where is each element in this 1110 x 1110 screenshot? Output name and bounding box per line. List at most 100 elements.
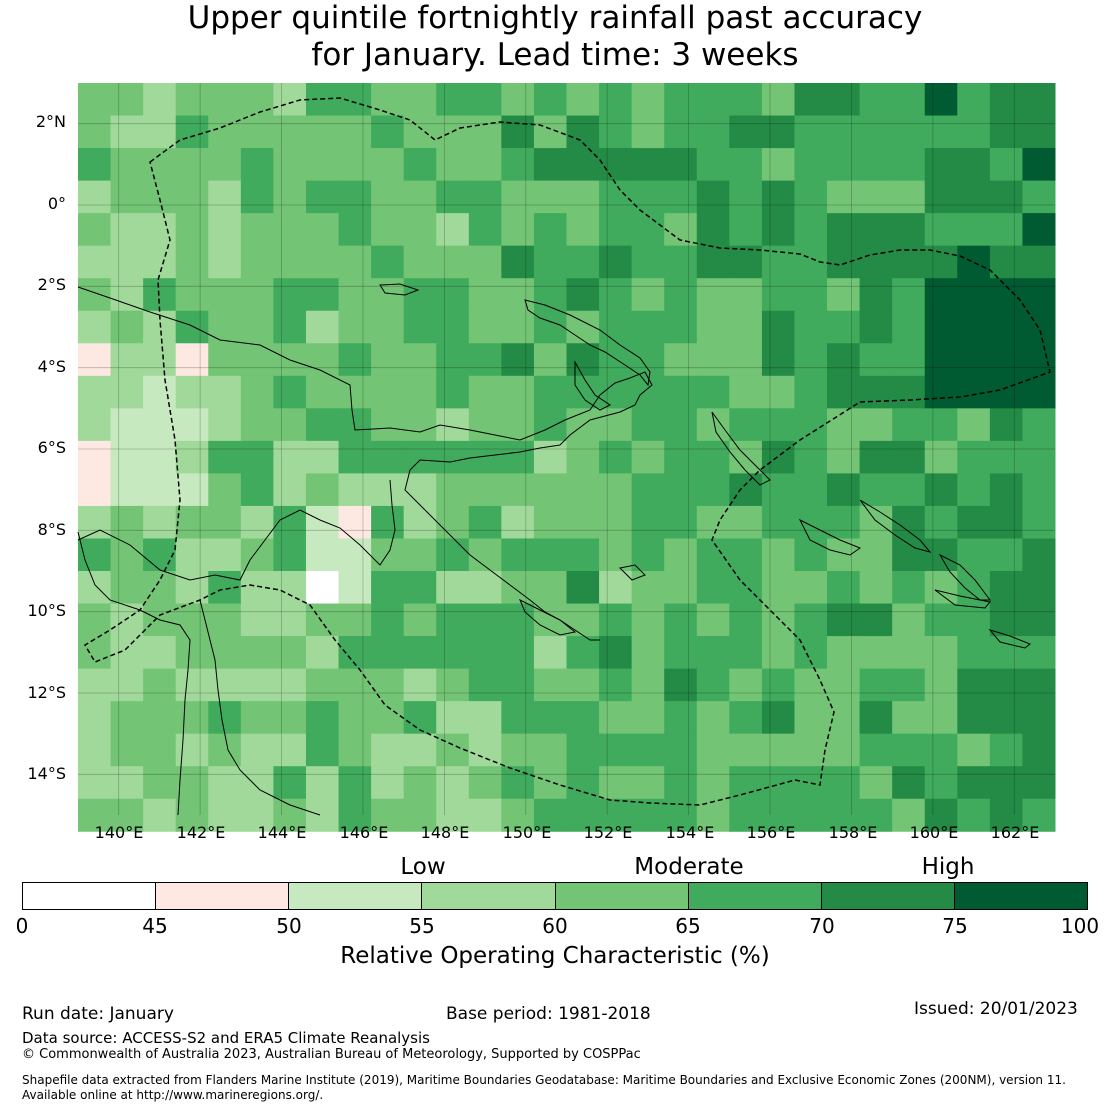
grid-cell — [827, 408, 861, 442]
grid-cell — [892, 148, 926, 182]
grid-cell — [729, 213, 763, 247]
grid-cell — [892, 701, 926, 735]
grid-cell — [78, 343, 112, 377]
grid-cell — [240, 115, 274, 149]
grid-cell — [273, 701, 307, 735]
grid-cell — [273, 375, 307, 409]
grid-cell — [403, 733, 437, 767]
grid-cell — [696, 148, 730, 182]
grid-cell — [208, 473, 242, 507]
colorbar-segment — [289, 883, 423, 909]
grid-cell — [761, 766, 795, 800]
grid-cell — [924, 505, 958, 539]
lon-label: 152°E — [583, 823, 633, 842]
grid-cell — [305, 375, 340, 409]
grid-cell — [208, 701, 242, 735]
grid-cell — [338, 278, 372, 312]
grid-cell — [729, 148, 763, 182]
grid-cell — [957, 278, 991, 312]
grid-cell — [78, 278, 112, 312]
colorbar-tick: 60 — [542, 914, 568, 938]
grid-cell — [989, 343, 1023, 377]
grid-cell — [533, 733, 567, 767]
grid-cell — [436, 245, 470, 279]
grid-cell — [240, 603, 274, 637]
grid-cell — [501, 668, 535, 702]
grid-cell — [338, 571, 372, 605]
colorbar-segment — [555, 883, 689, 909]
grid-cell — [371, 733, 405, 767]
grid-cell — [501, 83, 535, 117]
grid-cell — [240, 473, 274, 507]
grid-cell — [338, 83, 372, 117]
grid-cell — [110, 115, 144, 149]
grid-cell — [599, 505, 633, 539]
grid-cell — [110, 636, 144, 670]
grid-cell — [436, 603, 470, 637]
grid-cell — [110, 278, 144, 312]
lat-label: 12°S — [27, 683, 66, 702]
grid-cell — [566, 505, 600, 539]
grid-cell — [273, 473, 307, 507]
grid-cell — [533, 603, 567, 637]
grid-cell — [338, 408, 372, 442]
grid-cell — [501, 375, 535, 409]
grid-cell — [1022, 180, 1056, 214]
grid-cell — [729, 245, 763, 279]
grid-cell — [924, 571, 958, 605]
grid-cell — [175, 505, 209, 539]
grid-cell — [208, 538, 242, 572]
grid-cell — [827, 310, 861, 344]
grid-cell — [892, 440, 926, 474]
grid-cell — [273, 213, 307, 247]
grid-cell — [729, 505, 763, 539]
grid-cell — [78, 440, 112, 474]
grid-cell — [371, 408, 405, 442]
grid-cell — [468, 343, 502, 377]
grid-cell — [78, 505, 112, 539]
grid-cell — [175, 766, 209, 800]
grid-cell — [501, 115, 535, 149]
grid-cell — [599, 343, 633, 377]
grid-cell — [599, 245, 633, 279]
grid-cell — [305, 766, 340, 800]
grid-cell — [110, 505, 144, 539]
grid-cell — [305, 798, 340, 832]
grid-cell — [240, 148, 274, 182]
grid-cell — [664, 538, 698, 572]
grid-cell — [436, 83, 470, 117]
grid-cell — [859, 180, 893, 214]
category-high: High — [921, 854, 975, 880]
grid-cell — [599, 115, 633, 149]
grid-cell — [794, 733, 828, 767]
grid-cell — [827, 733, 861, 767]
grid-cell — [566, 636, 600, 670]
grid-cell — [208, 505, 242, 539]
grid-cell — [599, 668, 633, 702]
grid-cell — [827, 440, 861, 474]
grid-cell — [599, 603, 633, 637]
grid-cell — [1022, 636, 1056, 670]
grid-cell — [1022, 571, 1056, 605]
grid-cell — [1022, 278, 1056, 312]
grid-cell — [208, 115, 242, 149]
grid-cell — [110, 408, 144, 442]
grid-cell — [468, 245, 502, 279]
grid-cell — [696, 766, 730, 800]
grid-cell — [403, 343, 437, 377]
grid-cell — [240, 375, 274, 409]
grid-cell — [566, 538, 600, 572]
grid-cell — [468, 766, 502, 800]
grid-cell — [924, 538, 958, 572]
grid-cell — [924, 310, 958, 344]
grid-cell — [143, 245, 177, 279]
grid-cell — [599, 538, 633, 572]
grid-cell — [827, 766, 861, 800]
grid-cell — [1022, 408, 1056, 442]
grid-cell — [468, 798, 502, 832]
grid-cell — [175, 343, 209, 377]
grid-cell — [533, 636, 567, 670]
grid-cell — [468, 148, 502, 182]
grid-cell — [664, 245, 698, 279]
grid-cell — [924, 343, 958, 377]
